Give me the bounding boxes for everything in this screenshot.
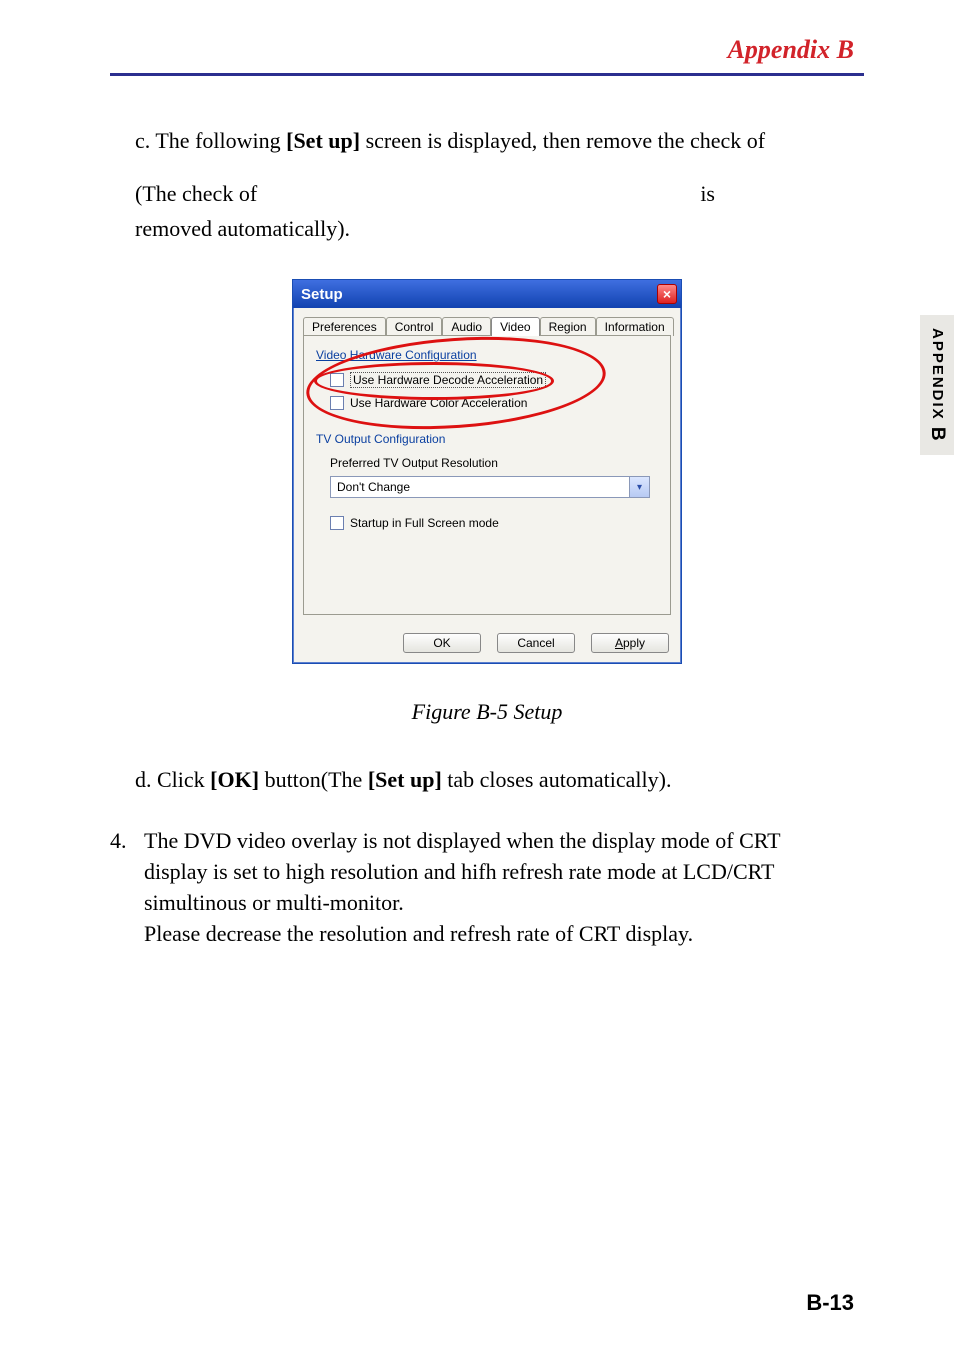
para-d-prefix: d. Click	[135, 767, 210, 792]
side-tab-prefix: APPENDIX	[929, 328, 946, 427]
para-d-mid: button(The	[259, 767, 368, 792]
side-tab-suffix: B	[927, 427, 948, 443]
apply-button-accel: A	[615, 636, 623, 650]
tab-information[interactable]: Information	[596, 317, 674, 336]
ok-button[interactable]: OK	[403, 633, 481, 653]
dialog-titlebar: Setup ×	[293, 280, 681, 308]
tab-control[interactable]: Control	[386, 317, 443, 336]
checkbox-hw-decode-label: Use Hardware Decode Acceleration	[350, 372, 546, 388]
tab-audio[interactable]: Audio	[442, 317, 491, 336]
para-d-suffix: tab closes automatically).	[442, 767, 672, 792]
tab-video[interactable]: Video	[491, 317, 539, 336]
chevron-down-icon[interactable]: ▾	[630, 476, 650, 498]
page-number: B-13	[806, 1290, 854, 1316]
setup-dialog-screenshot: Setup × Preferences Control Audio Video …	[110, 279, 864, 664]
para-c-sub: (The check of is	[135, 179, 715, 210]
checkbox-hw-color-label: Use Hardware Color Acceleration	[350, 396, 527, 410]
para-c-suffix: screen is displayed, then remove the che…	[360, 128, 765, 153]
checkbox-hw-color[interactable]	[330, 396, 344, 410]
list-item-4-line3: simultinous or multi-monitor.	[144, 888, 781, 919]
close-icon[interactable]: ×	[657, 284, 677, 304]
para-c: c. The following [Set up] screen is disp…	[135, 126, 864, 157]
para-c-sub-left: (The check of	[135, 179, 257, 210]
para-d: d. Click [OK] button(The [Set up] tab cl…	[135, 765, 864, 796]
tab-region[interactable]: Region	[540, 317, 596, 336]
list-item-4-line4: Please decrease the resolution and refre…	[144, 919, 781, 950]
apply-button[interactable]: Apply	[591, 633, 669, 653]
para-c-prefix: c. The following	[135, 128, 286, 153]
apply-button-rest: pply	[623, 636, 645, 650]
para-d-bold2: [Set up]	[368, 767, 442, 792]
header-rule	[110, 73, 864, 76]
list-item-4-line1: The DVD video overlay is not displayed w…	[144, 826, 781, 857]
cancel-button[interactable]: Cancel	[497, 633, 575, 653]
list-item-4-line2: display is set to high resolution and hi…	[144, 857, 781, 888]
para-c-sub-right: is	[700, 179, 715, 210]
group-tv-output: TV Output Configuration	[316, 432, 658, 446]
para-c-bold: [Set up]	[286, 128, 360, 153]
para-d-bold1: [OK]	[210, 767, 259, 792]
tv-output-label: Preferred TV Output Resolution	[330, 456, 658, 470]
side-tab: APPENDIX B	[920, 315, 954, 455]
para-c-sub2: removed automatically).	[135, 214, 864, 245]
tv-output-select[interactable]: Don't Change ▾	[330, 476, 650, 498]
side-tab-text: APPENDIX B	[926, 328, 948, 443]
header-title: Appendix B	[110, 35, 864, 65]
checkbox-hw-decode[interactable]	[330, 373, 344, 387]
dialog-title-text: Setup	[301, 286, 343, 303]
group-video-hw-config: Video Hardware Configuration	[316, 348, 658, 362]
list-item-4-number: 4.	[110, 826, 144, 949]
figure-caption: Figure B-5 Setup	[110, 699, 864, 725]
checkbox-fullscreen[interactable]	[330, 516, 344, 530]
tab-panel-video: Video Hardware Configuration Use Hardwar…	[303, 335, 671, 615]
checkbox-fullscreen-label: Startup in Full Screen mode	[350, 516, 499, 530]
dialog-button-row: OK Cancel Apply	[293, 627, 681, 663]
tv-output-select-value: Don't Change	[330, 476, 630, 498]
tab-strip: Preferences Control Audio Video Region I…	[303, 317, 671, 336]
setup-dialog: Setup × Preferences Control Audio Video …	[292, 279, 682, 664]
tab-preferences[interactable]: Preferences	[303, 317, 386, 336]
